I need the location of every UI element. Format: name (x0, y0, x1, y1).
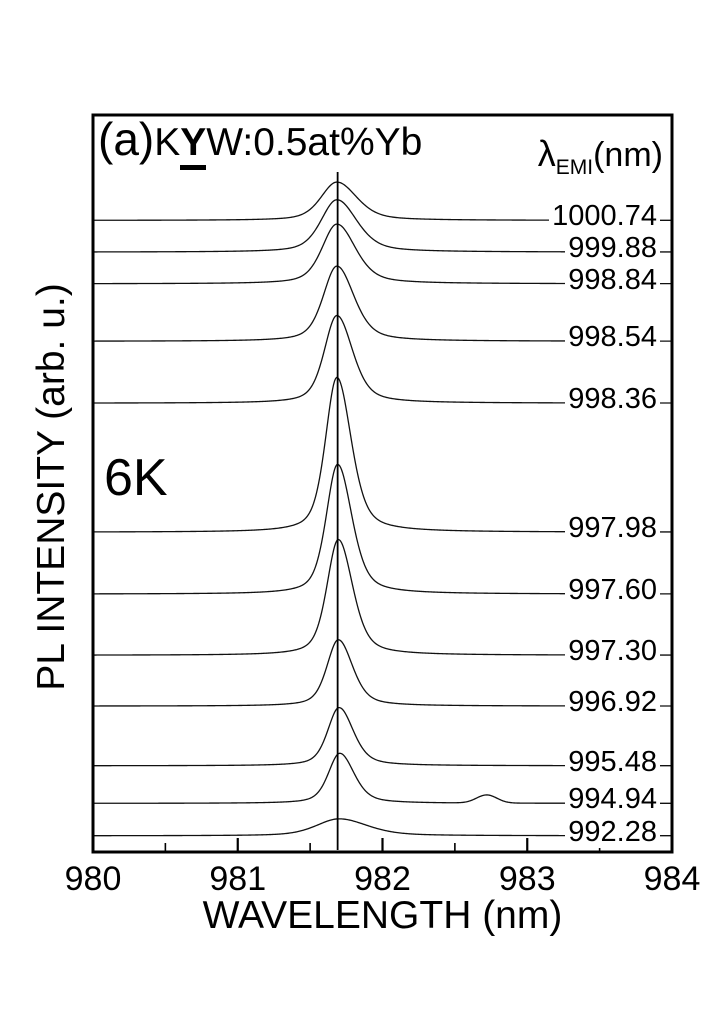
lambda-units: (nm) (593, 136, 663, 174)
lambda-symbol: λ (537, 133, 556, 174)
curve-label: 994.94 (565, 783, 660, 816)
x-tick-label: 982 (354, 860, 411, 898)
title-text-rest: W:0.5at%Yb (206, 121, 423, 164)
curve-label: 1000.74 (549, 200, 660, 233)
curve-label: 998.54 (565, 321, 660, 354)
x-tick-label: 980 (64, 860, 122, 898)
title-text-y-underlined: Y (180, 121, 207, 170)
curve-label: 997.30 (565, 635, 660, 668)
title-text-k: K (154, 121, 181, 164)
chart-title: (a) K Y W:0.5at%Yb (98, 114, 422, 170)
curve-label: 997.60 (565, 574, 660, 607)
x-tick-label: 981 (209, 860, 267, 898)
panel-label: (a) (98, 113, 155, 165)
x-axis-title: WAVELENGTH (nm) (202, 894, 563, 937)
curve-label: 998.36 (565, 383, 660, 416)
lambda-subscript: EMI (555, 155, 594, 179)
temperature-label: 6K (104, 449, 168, 507)
curve-label: 992.28 (565, 815, 660, 848)
curve-label: 997.98 (565, 512, 660, 545)
x-tick-label: 984 (643, 860, 701, 898)
curve-label: 999.88 (565, 232, 660, 265)
x-tick-label: 983 (498, 860, 556, 898)
curve-label: 996.92 (565, 686, 660, 719)
curve-label: 998.84 (565, 263, 660, 296)
emission-wavelength-header: λEMI(nm) (538, 133, 663, 180)
curve-label: 995.48 (565, 745, 660, 778)
plot-border (91, 113, 674, 854)
y-axis-title: PL INTENSITY (arb. u.) (30, 283, 73, 691)
